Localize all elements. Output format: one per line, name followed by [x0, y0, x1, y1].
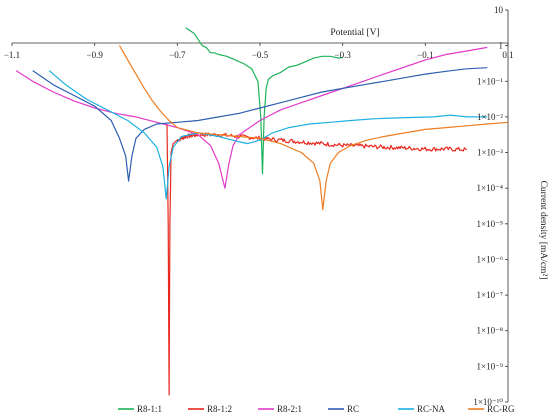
y-tick-label: 1: [499, 41, 504, 51]
y-tick-label: 1×10⁻³: [477, 148, 503, 158]
x-tick-label: −0.3: [335, 50, 352, 60]
y-tick-label: 1×10⁻⁴: [477, 183, 503, 193]
axis-lines: [12, 10, 508, 402]
tick-labels: −1.1 −0.9 −0.7 −0.5 −0.3 −0.1 0.1 10 1 1×10⁻¹ 1×10…: [4, 5, 514, 407]
legend-label: RC-RG: [487, 404, 515, 414]
y-tick-label: 1×10⁻¹: [477, 76, 503, 86]
y-tick-label: 1×10⁻⁸: [477, 326, 503, 336]
x-tick-label: 0.1: [502, 50, 513, 60]
y-tick-label: 1×10⁻⁷: [477, 290, 503, 300]
series-line-rc-rg: [120, 46, 509, 210]
legend-label: RC-NA: [417, 404, 446, 414]
legend: R8-1:1 R8-1:2 R8-2:1 RC RC-NA RC-RG: [118, 404, 515, 414]
legend-label: RC: [347, 404, 359, 414]
series-line-r8-1-2: [167, 124, 467, 395]
y-tick-label: 1×10⁻²: [477, 112, 503, 122]
series-line-rc-na: [49, 71, 487, 199]
y-tick-label: 1×10⁻⁹: [477, 361, 503, 371]
legend-label: R8-1:1: [137, 404, 162, 414]
x-tick-label: −1.1: [4, 50, 20, 60]
series-line-rc: [33, 68, 488, 181]
y-axis-title: Current density [mA/cm²]: [538, 181, 548, 280]
legend-label: R8-1:2: [207, 404, 232, 414]
x-tick-label: −0.7: [169, 50, 186, 60]
y-tick-label: 1×10⁻⁵: [477, 219, 503, 229]
x-tick-label: −0.9: [87, 50, 104, 60]
y-tick-label: 10: [494, 5, 504, 15]
legend-label: R8-2:1: [277, 404, 302, 414]
x-tick-label: −0.5: [252, 50, 269, 60]
y-tick-label: 1×10⁻⁶: [477, 254, 503, 264]
series-layer: [16, 28, 508, 395]
x-axis-title: Potential [V]: [330, 28, 379, 38]
x-tick-label: −0.1: [417, 50, 433, 60]
